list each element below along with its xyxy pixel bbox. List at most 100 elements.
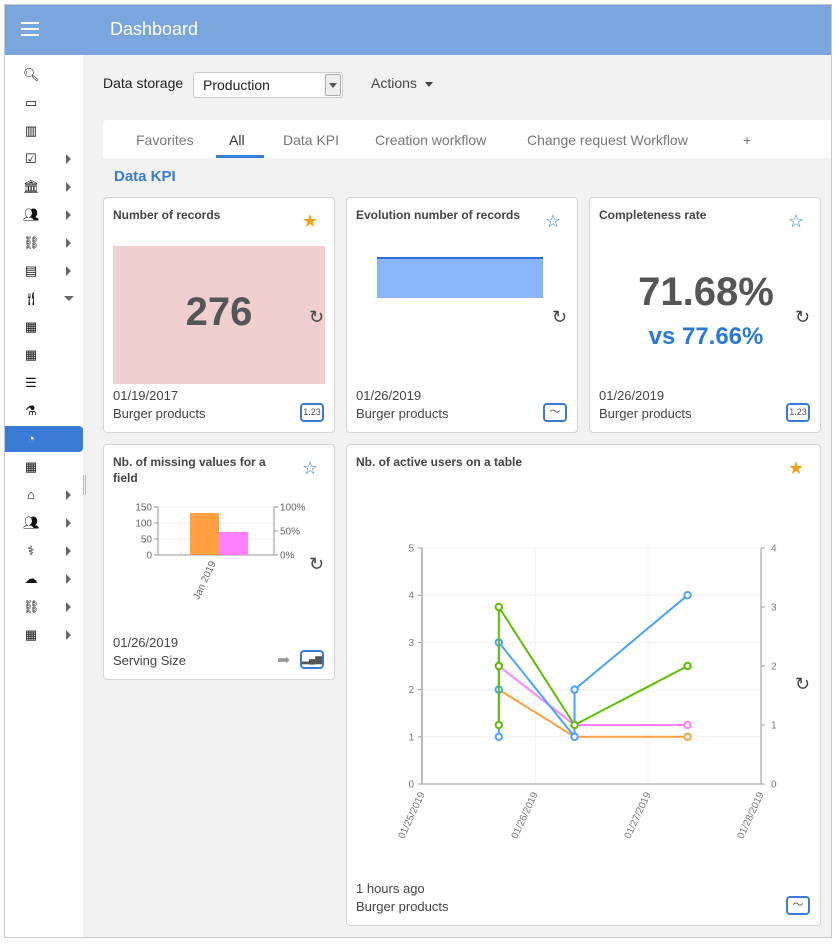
- tab-all[interactable]: All: [229, 132, 245, 148]
- chevron-down-icon[interactable]: [325, 74, 341, 96]
- caret-right-icon[interactable]: [66, 546, 71, 556]
- y2-tick-label: 4: [771, 544, 777, 555]
- page-title: Dashboard: [110, 19, 199, 39]
- sidebar-item[interactable]: ⚗: [5, 398, 83, 424]
- caret-right-icon[interactable]: [66, 630, 71, 640]
- star-outline-icon[interactable]: ☆: [545, 211, 562, 231]
- kpi-card-number-of-records: Number of records ★ 276 ↻ 01/19/2017 Bur…: [103, 197, 335, 433]
- bar-chart-icon: ▥: [24, 123, 38, 138]
- card-source: Burger products: [113, 406, 206, 421]
- y2-tick-label: 50%: [280, 527, 300, 538]
- caret-right-icon[interactable]: [66, 518, 71, 528]
- caret-right-icon[interactable]: [66, 210, 71, 220]
- bar: [219, 531, 248, 555]
- share-icon[interactable]: ➦: [277, 652, 291, 669]
- caret-right-icon[interactable]: [66, 182, 71, 192]
- sidebar-item[interactable]: ▥: [5, 118, 83, 144]
- tab-data-kpi[interactable]: Data KPI: [283, 132, 340, 148]
- value-background: [113, 246, 325, 384]
- card-date: 01/26/2019: [356, 388, 422, 403]
- sidebar-item[interactable]: ⛓: [5, 594, 83, 620]
- refresh-icon[interactable]: ↻: [795, 674, 811, 694]
- card-title: Nb. of missing values for a field: [113, 455, 266, 485]
- sidebar-item[interactable]: ▦: [5, 342, 83, 368]
- caret-right-icon[interactable]: [66, 154, 71, 164]
- sidebar-item[interactable]: 👥︎: [5, 202, 83, 228]
- tab-change-request-workflow[interactable]: Change request Workflow: [527, 132, 688, 148]
- sidebar-item[interactable]: ◔: [5, 426, 83, 452]
- grid-icon: ▦: [24, 459, 38, 474]
- cloud-icon: ☁: [24, 571, 38, 586]
- sidebar-item[interactable]: 🍴︎: [5, 286, 83, 312]
- users-icon: 👥︎: [23, 207, 40, 222]
- refresh-icon[interactable]: ↻: [795, 307, 811, 327]
- star-filled-icon[interactable]: ★: [788, 458, 805, 478]
- tab-favorites[interactable]: Favorites: [136, 132, 194, 148]
- sidebar-item[interactable]: ☁: [5, 566, 83, 592]
- caret-right-icon[interactable]: [66, 490, 71, 500]
- data-storage-select[interactable]: Production: [193, 72, 343, 98]
- sidebar-item[interactable]: ☰: [5, 370, 83, 396]
- refresh-icon[interactable]: ↻: [309, 554, 325, 574]
- card-title: Evolution number of records: [356, 208, 521, 222]
- refresh-icon[interactable]: ↻: [309, 307, 325, 327]
- y-tick-label: 2: [408, 685, 414, 696]
- star-filled-icon[interactable]: ★: [302, 211, 319, 231]
- y2-tick-label: 2: [771, 662, 777, 673]
- document-icon: ▤: [24, 263, 38, 278]
- sidebar-item[interactable]: 🔍︎: [5, 62, 83, 88]
- sidebar-item[interactable]: ⚕: [5, 538, 83, 564]
- line-chart-icon[interactable]: 〜: [786, 896, 810, 915]
- actions-label: Actions: [371, 75, 417, 91]
- sidebar-item[interactable]: ▭: [5, 90, 83, 116]
- grid-icon: ▦: [24, 319, 38, 334]
- grid-icon: ▦: [24, 347, 38, 362]
- data-storage-label: Data storage: [103, 75, 184, 91]
- card-date: 01/19/2017: [113, 388, 179, 403]
- line-chart-icon[interactable]: 〜: [543, 403, 567, 422]
- number-kpi-badge[interactable]: 1.23: [786, 403, 810, 422]
- hamburger-icon[interactable]: [21, 22, 39, 36]
- sidebar-item[interactable]: ⛓: [5, 230, 83, 256]
- app-window: Dashboard 🔍︎ ▭ ▥ ☑ 🏛︎ 👥︎ ⛓ ▤ 🍴︎ ▦ ▦ ☰ ⚗ ◔ ▦ ⌂ 👥︎ ⚕ ☁ ⛓ ▦ Dat…: [4, 4, 832, 938]
- sidebar-resize-handle[interactable]: [83, 475, 86, 495]
- refresh-icon[interactable]: ↻: [552, 307, 568, 327]
- tab-bar: Favorites All Data KPI Creation workflow…: [103, 120, 831, 158]
- x-tick-label: 01/25/2019: [397, 790, 428, 840]
- number-kpi-badge[interactable]: 1.23: [300, 403, 324, 422]
- data-point: [570, 685, 579, 694]
- tab-creation-workflow[interactable]: Creation workflow: [375, 132, 487, 148]
- sidebar-item[interactable]: ▦: [5, 622, 83, 648]
- list-icon: ☰: [25, 375, 37, 390]
- sidebar-item[interactable]: ▦: [5, 454, 83, 480]
- sidebar-item[interactable]: ⌂: [5, 482, 83, 508]
- cutlery-icon: 🍴︎: [23, 291, 40, 306]
- data-point: [494, 602, 504, 612]
- header: Dashboard: [5, 5, 831, 55]
- caret-right-icon[interactable]: [66, 238, 71, 248]
- data-point: [683, 720, 692, 730]
- data-point: [683, 732, 692, 742]
- data-point: [683, 590, 692, 600]
- add-tab-button[interactable]: +: [743, 132, 752, 148]
- sidebar-item[interactable]: 🏛︎: [5, 174, 83, 200]
- checkbox-icon: ☑: [25, 151, 37, 166]
- y-tick-label: 0: [146, 551, 152, 562]
- caret-right-icon[interactable]: [66, 602, 71, 612]
- caret-down-icon[interactable]: [64, 296, 74, 301]
- sidebar-item[interactable]: ☑: [5, 146, 83, 172]
- sidebar-item[interactable]: ▦: [5, 314, 83, 340]
- calculator-icon: ▦: [24, 627, 38, 642]
- y-tick-label: 0: [408, 780, 414, 791]
- star-outline-icon[interactable]: ☆: [302, 458, 319, 478]
- card-date: 01/26/2019: [113, 635, 179, 650]
- sidebar-item[interactable]: ▤: [5, 258, 83, 284]
- star-outline-icon[interactable]: ☆: [788, 211, 805, 231]
- section-title: Data KPI: [114, 168, 176, 185]
- actions-menu[interactable]: Actions: [371, 75, 433, 91]
- caret-right-icon[interactable]: [66, 266, 71, 276]
- bar-chart-icon[interactable]: ▂▄▆: [300, 650, 324, 669]
- sidebar-item[interactable]: 👥︎: [5, 510, 83, 536]
- caret-right-icon[interactable]: [66, 574, 71, 584]
- card-source: Burger products: [356, 899, 449, 914]
